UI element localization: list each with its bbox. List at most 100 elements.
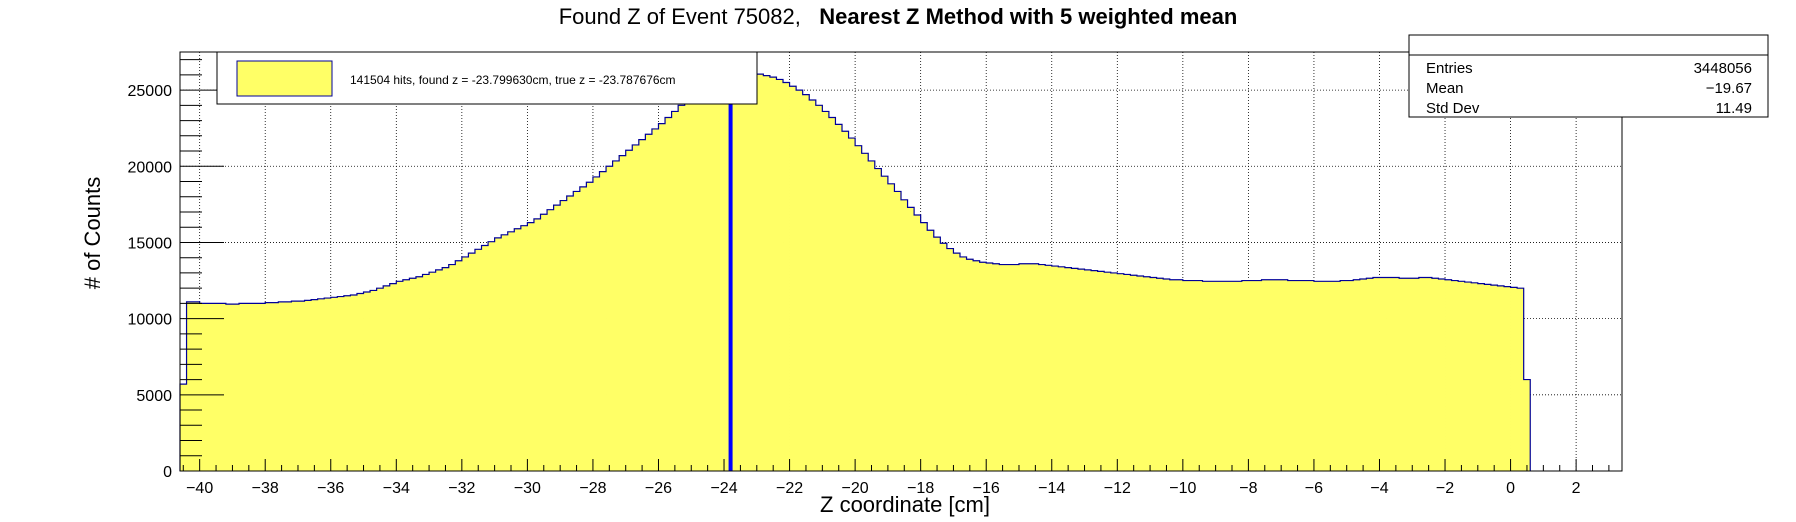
y-tick-label: 25000 [128,83,173,100]
histogram-bar [769,77,777,471]
x-tick-label: −4 [1370,480,1388,497]
plot-frame [179,51,1623,472]
histogram-bar [494,237,502,471]
histogram-bar [1005,264,1013,471]
histogram-bar [1386,277,1393,471]
x-tick-label: −2 [1436,480,1454,497]
x-tick-label: −16 [973,480,1000,497]
histogram-bar [507,231,515,471]
histogram-bar [1333,281,1341,471]
histogram-bar [1195,280,1203,471]
stats-stddev-value: 11.49 [1716,100,1752,117]
histogram-bar [717,80,725,471]
histogram-bar [966,259,974,471]
x-tick-label: −32 [448,480,475,497]
histogram-bar [435,269,443,471]
histogram-bar [278,301,286,471]
histogram-bar [1392,277,1400,471]
stats-box: Entries 3448056 Mean −19.67 Std Dev 11.4… [1408,34,1769,118]
histogram-bar [225,304,233,471]
histogram-bar [1320,281,1328,471]
histogram-bars [179,72,1531,472]
histogram-bar [560,200,568,471]
histogram-bar [193,301,201,471]
x-tick-labels: −40 −38 −36 −34 −32 −30 −28 −26 −24 −22 −20 −18 −16−… [186,480,1581,497]
histogram-bar [1425,277,1433,471]
histogram-bar [396,281,404,471]
histogram-bar [894,191,902,471]
histogram-bar [1077,269,1085,471]
histogram-bar [1051,266,1059,471]
x-axis-label: Z coordinate [cm] [820,492,990,517]
histogram-bar [1222,281,1230,471]
histogram-bar [724,77,731,471]
y-tick-label: 20000 [128,159,173,176]
histogram-bar [1071,268,1079,471]
histogram-bar [1064,267,1072,471]
histogram-bar [1510,287,1518,471]
x-tick-label: −6 [1305,480,1323,497]
histogram-bar [304,300,312,471]
histogram-bar [1340,280,1348,471]
histogram-bar [868,160,876,471]
histogram-bar [1268,279,1276,471]
histogram-bar [1150,277,1158,471]
histogram-bar [376,288,384,471]
histogram-bar [1307,280,1315,471]
histogram-bar [383,285,391,471]
histogram-bar [1176,279,1184,471]
histogram-bar [429,272,437,471]
y-tick-label: 0 [163,464,172,481]
histogram-bar [514,228,522,471]
histogram-bar [828,117,836,472]
histogram-bar [1477,283,1485,471]
histogram-bar [940,243,948,471]
histogram-bar [317,298,325,471]
histogram-bar [881,176,889,471]
histogram-bar [1366,278,1374,471]
histogram-bar [665,117,672,472]
histogram-bar [297,301,305,471]
histogram-bar [1261,279,1269,471]
histogram-bar [1281,279,1289,471]
histogram-bar [822,111,830,472]
histogram-bar [1372,277,1380,471]
histogram-bar [959,256,967,471]
histogram-bar [1025,263,1033,471]
histogram-bar [186,301,194,471]
histogram-bar [370,290,378,471]
histogram-bar [750,73,758,472]
histogram-bar [927,230,935,471]
histogram-bar [710,83,718,471]
histogram-bar [350,295,358,471]
x-tick-label: −28 [579,480,606,497]
histogram-bar [402,279,410,471]
histogram-bar [219,303,227,471]
x-tick-label: 2 [1572,480,1581,497]
histogram-bar [1228,281,1236,471]
histogram-bar [776,79,784,472]
histogram-bar [920,222,928,471]
x-tick-label: −40 [186,480,213,497]
histogram-bar [861,153,869,471]
histogram-bar [1202,281,1210,471]
histogram-bar [1313,281,1321,471]
histogram-bar [553,205,561,471]
y-tick-label: 10000 [128,312,173,329]
histogram-bar [684,100,692,472]
histogram-bar [606,166,613,472]
histogram-bar [1412,278,1420,471]
chart-title: Found Z of Event 75082, Nearest Z Method… [0,4,1796,30]
histogram-bar [1300,280,1308,471]
histogram-bar [501,234,509,471]
histogram-bar [1523,379,1531,471]
histogram-bar [461,256,469,471]
histogram-bar [1464,282,1472,471]
histogram-bar [1379,277,1387,471]
histogram-bar [914,215,922,471]
histogram-bar [527,222,535,471]
histogram-bar [1497,285,1505,471]
y-tick-label: 5000 [136,388,172,405]
histogram-bar [291,301,299,471]
x-tick-label: −22 [776,480,803,497]
